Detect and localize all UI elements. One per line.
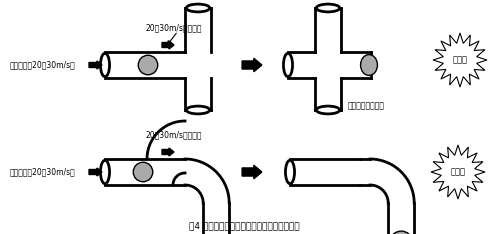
Text: ガーン: ガーン: [449, 168, 465, 176]
Polygon shape: [432, 33, 486, 87]
Ellipse shape: [316, 106, 339, 114]
Text: 蒸気流速（20～30m/s）: 蒸気流速（20～30m/s）: [10, 61, 76, 69]
Bar: [314, 52, 340, 78]
Bar: [105, 52, 184, 78]
Bar: [340, 52, 370, 78]
Bar: [314, 8, 340, 52]
FancyArrow shape: [89, 61, 102, 69]
Ellipse shape: [138, 55, 158, 75]
Ellipse shape: [100, 53, 109, 77]
Text: 20～30m/sの水の塊: 20～30m/sの水の塊: [145, 131, 201, 139]
Bar: [289, 159, 359, 185]
Bar: [184, 78, 210, 110]
FancyArrow shape: [162, 41, 174, 49]
Bar: [184, 8, 210, 52]
Ellipse shape: [186, 4, 209, 12]
Bar: [184, 52, 210, 78]
Ellipse shape: [316, 4, 339, 12]
Polygon shape: [369, 159, 413, 203]
Ellipse shape: [390, 231, 411, 234]
Polygon shape: [147, 121, 184, 185]
Bar: [314, 78, 340, 110]
Polygon shape: [184, 159, 229, 203]
Ellipse shape: [100, 160, 109, 184]
Ellipse shape: [360, 55, 377, 75]
Text: 図4 蒸気配管中のウォーターハンマーの発生: 図4 蒸気配管中のウォーターハンマーの発生: [188, 222, 299, 230]
Bar: [203, 203, 229, 234]
FancyArrow shape: [242, 58, 262, 72]
Ellipse shape: [283, 53, 292, 77]
FancyArrow shape: [89, 168, 102, 176]
Ellipse shape: [133, 162, 152, 182]
Text: 蒸気流速（20～30m/s）: 蒸気流速（20～30m/s）: [10, 168, 76, 176]
Polygon shape: [430, 145, 484, 199]
Ellipse shape: [186, 106, 209, 114]
Bar: [105, 159, 184, 185]
Text: ガーン: ガーン: [451, 55, 467, 65]
Bar: [387, 203, 413, 234]
Text: 水の塊による衝撃: 水の塊による衝撃: [347, 102, 384, 110]
Ellipse shape: [285, 160, 294, 184]
Text: 20～30m/sの水の塊: 20～30m/sの水の塊: [145, 23, 201, 33]
FancyArrow shape: [162, 148, 174, 156]
FancyArrow shape: [242, 165, 262, 179]
Bar: [287, 52, 314, 78]
